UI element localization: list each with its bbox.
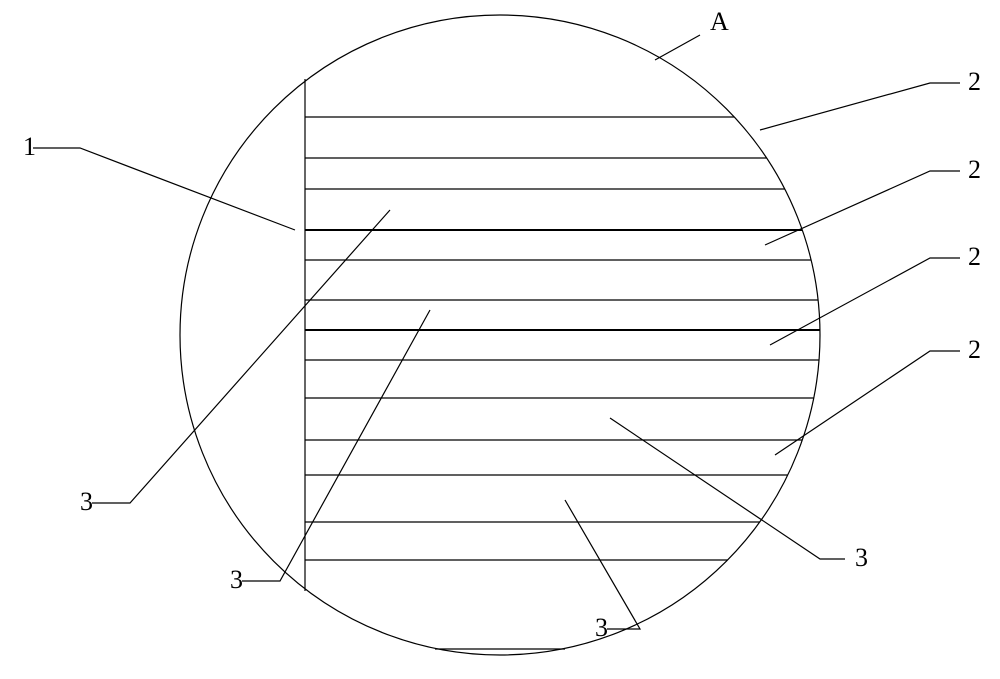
leader-3-1 [242,310,430,581]
leader-A [655,35,700,60]
label-3-3: 3 [855,543,868,572]
label-3-2: 3 [595,613,608,642]
label-2-1: 2 [968,155,981,184]
leader-1 [33,148,295,230]
leader-2-2 [770,258,960,345]
leader-3-0 [92,210,390,503]
label-2-0: 2 [968,67,981,96]
leader-3-2 [565,500,640,629]
horizontal-lines [305,117,820,560]
label-2-2: 2 [968,242,981,271]
main-circle [180,15,820,655]
leader-3-3 [610,418,845,559]
label-2-3: 2 [968,335,981,364]
label-3-0: 3 [80,487,93,516]
label-3-1: 3 [230,565,243,594]
label-1: 1 [23,132,36,161]
label-A: A [710,7,729,36]
leader-2-0 [760,83,960,130]
